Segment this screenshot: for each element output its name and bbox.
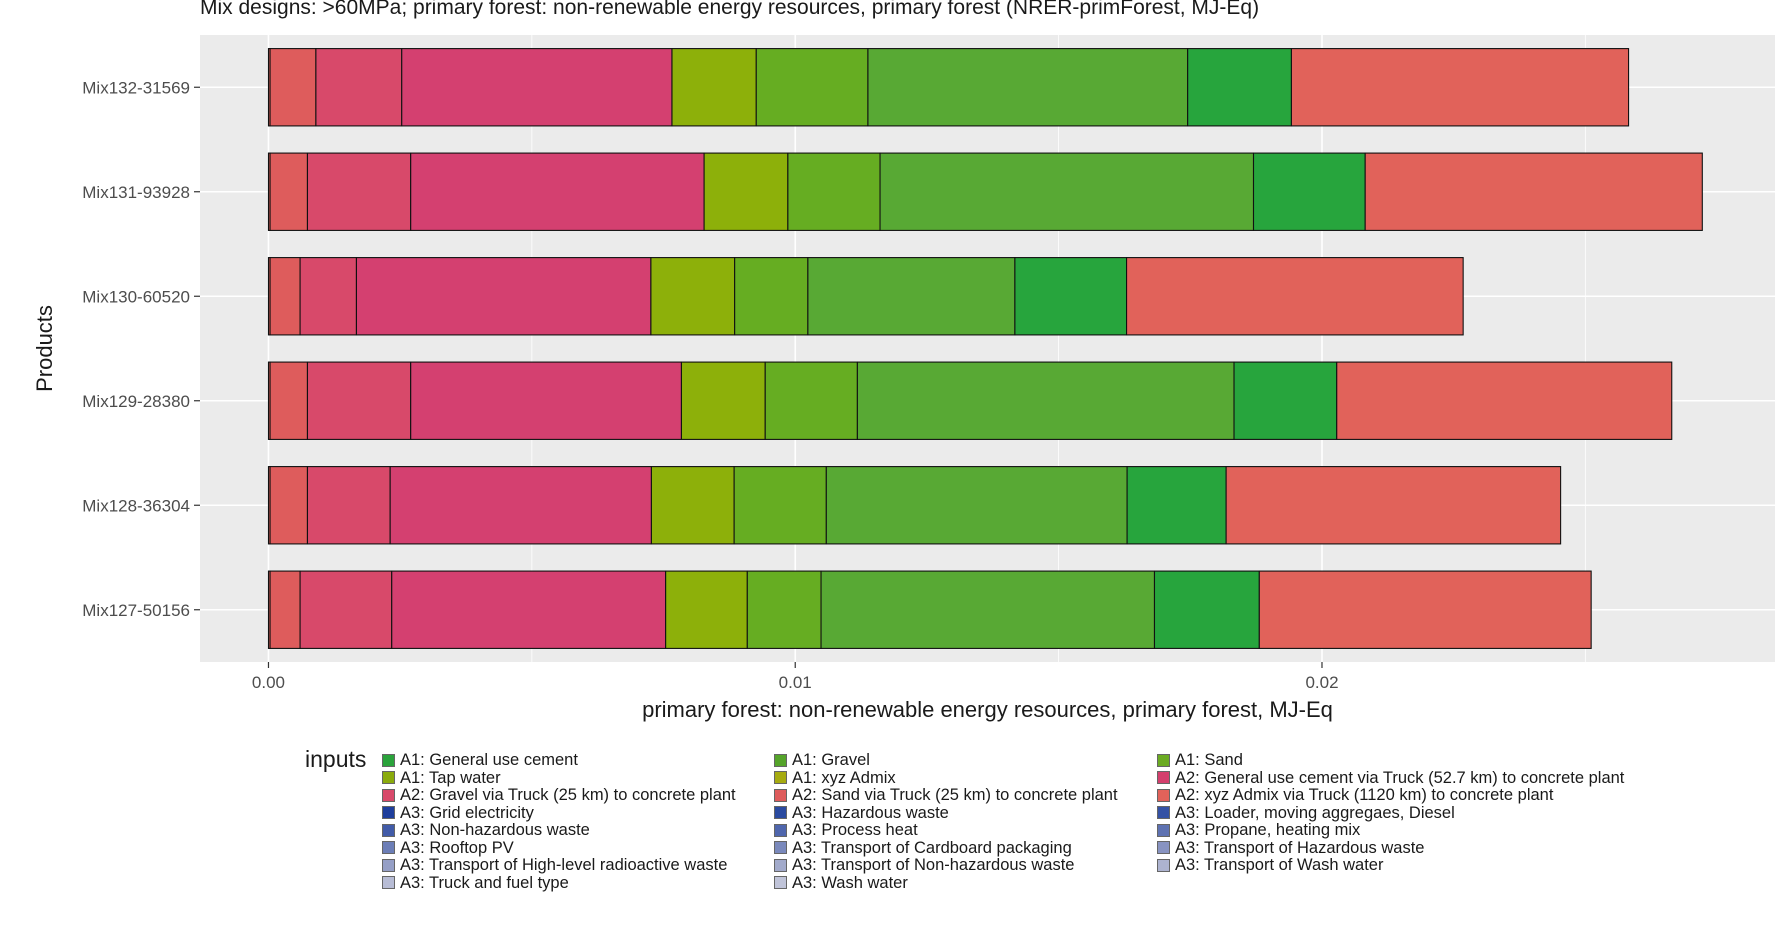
bar-segment <box>299 570 393 649</box>
bar-segment <box>1126 257 1464 336</box>
bar-segment <box>1153 570 1260 649</box>
bar-segment <box>1364 152 1703 231</box>
bar-segment <box>1225 466 1562 545</box>
bar-segment <box>867 48 1189 127</box>
bar-segment <box>807 257 1016 336</box>
bar-segment <box>306 361 412 440</box>
bar-segment <box>1290 48 1630 127</box>
bar-segment <box>856 361 1235 440</box>
bar-segment <box>755 48 869 127</box>
bar-segment <box>1014 257 1128 336</box>
x-tick-label: 0.02 <box>1305 673 1338 692</box>
bar-segment <box>410 152 705 231</box>
bar-segment <box>650 466 735 545</box>
bar-segment <box>1187 48 1292 127</box>
bar-segment <box>315 48 403 127</box>
bar-segment <box>355 257 652 336</box>
bar-segment <box>764 361 858 440</box>
bar-segment <box>1336 361 1673 440</box>
bar-segment <box>879 152 1255 231</box>
bar-segment <box>269 361 309 440</box>
bar-segment <box>1233 361 1338 440</box>
bar-segment <box>1126 466 1227 545</box>
bar-segment <box>825 466 1128 545</box>
bar-segment <box>269 152 309 231</box>
bar-segment <box>269 48 317 127</box>
bar-segment <box>269 570 301 649</box>
bar-segment <box>391 570 667 649</box>
chart-title: Mix designs: >60MPa; primary forest: non… <box>200 0 1260 19</box>
bar-segment <box>269 257 301 336</box>
bar-segment <box>299 257 357 336</box>
y-tick-label: Mix129-28380 <box>82 392 190 411</box>
y-tick-label: Mix132-31569 <box>82 78 190 97</box>
bar-segment <box>820 570 1156 649</box>
bar-segment <box>306 152 412 231</box>
bar-segment <box>1258 570 1592 649</box>
bar-segment <box>671 48 757 127</box>
bar-segment <box>680 361 766 440</box>
bar-segment <box>787 152 881 231</box>
bar-segment <box>306 466 391 545</box>
y-tick-label: Mix130-60520 <box>82 287 190 306</box>
bar-segment <box>746 570 822 649</box>
bar-segment <box>733 466 827 545</box>
bar-segment <box>734 257 809 336</box>
y-axis-title: Products <box>32 305 57 392</box>
y-tick-label: Mix127-50156 <box>82 601 190 620</box>
y-tick-label: Mix128-36304 <box>82 496 190 515</box>
bar-segment <box>410 361 683 440</box>
x-tick-label: 0.00 <box>252 673 285 692</box>
bar-segment <box>269 466 309 545</box>
bar-segment <box>650 257 736 336</box>
bar-segment <box>665 570 748 649</box>
bar-segment <box>389 466 652 545</box>
bar-segment <box>1252 152 1366 231</box>
bar-segment <box>401 48 673 127</box>
x-axis-title: primary forest: non-renewable energy res… <box>642 697 1333 722</box>
y-tick-label: Mix131-93928 <box>82 183 190 202</box>
plot-panel <box>200 35 1775 662</box>
bar-segment <box>703 152 789 231</box>
x-tick-label: 0.01 <box>779 673 812 692</box>
